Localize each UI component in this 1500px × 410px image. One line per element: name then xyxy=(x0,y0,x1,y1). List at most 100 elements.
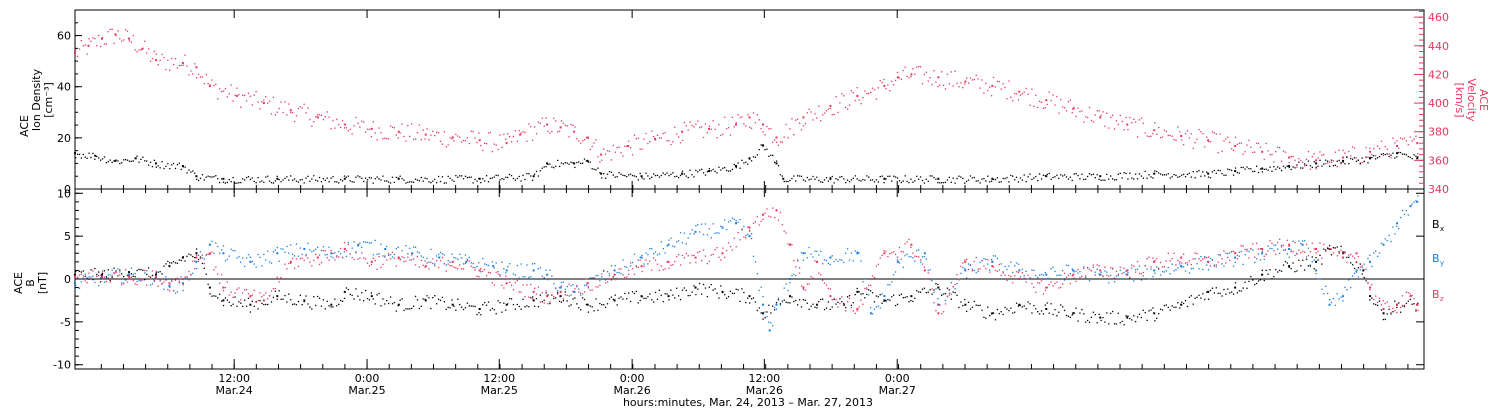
by-scatter-dot xyxy=(1204,256,1206,258)
bx-scatter-dot xyxy=(1148,310,1150,312)
bx-scatter-dot xyxy=(833,298,835,300)
bz-scatter-dot xyxy=(386,259,388,261)
ion-density-scatter-dot xyxy=(357,175,359,177)
ion-density-scatter-dot xyxy=(825,177,828,179)
velocity-scatter-dot xyxy=(873,89,876,91)
by-scatter-dot xyxy=(288,252,290,254)
ion-density-scatter-dot xyxy=(1282,165,1285,167)
bx-scatter-dot xyxy=(612,298,614,301)
density-tick-label-60: 60 xyxy=(57,30,71,43)
ion-density-scatter-dot xyxy=(128,160,131,162)
ion-density-scatter-dot xyxy=(1038,173,1041,175)
bz-scatter-dot xyxy=(1038,282,1041,284)
ion-density-scatter-dot xyxy=(265,176,267,178)
by-scatter-dot xyxy=(343,251,346,253)
by-scatter-dot xyxy=(1273,244,1275,246)
velocity-scatter-dot xyxy=(497,148,499,151)
bx-scatter-dot xyxy=(752,297,755,299)
velocity-scatter-dot xyxy=(758,119,760,121)
by-scatter-dot xyxy=(916,250,918,252)
ion-density-scatter-dot xyxy=(1319,159,1321,162)
bx-scatter-dot xyxy=(775,302,778,304)
bx-scatter-dot xyxy=(958,306,960,309)
velocity-scatter-dot xyxy=(798,122,801,124)
by-scatter-dot xyxy=(366,241,369,243)
bx-scatter-dot xyxy=(772,305,774,307)
by-scatter-dot xyxy=(1133,280,1135,282)
by-scatter-dot xyxy=(472,262,474,265)
velocity-scatter-dot xyxy=(603,148,605,150)
by-scatter-dot xyxy=(537,268,540,270)
bz-scatter-dot xyxy=(716,247,718,249)
velocity-point-39 xyxy=(896,76,899,79)
ion-density-point-21 xyxy=(748,157,751,160)
bx-scatter-dot xyxy=(1106,312,1108,314)
velocity-point-49 xyxy=(1153,129,1156,132)
bx-scatter-dot xyxy=(1042,313,1045,315)
by-scatter-dot xyxy=(1382,243,1384,245)
bz-scatter-dot xyxy=(1350,253,1352,256)
by-scatter-dot xyxy=(1198,268,1200,270)
by-scatter-dot xyxy=(480,271,482,273)
velocity-scatter-dot xyxy=(881,81,883,84)
bx-scatter-dot xyxy=(843,302,845,305)
ion-density-scatter-dot xyxy=(1110,175,1112,177)
bz-scatter-dot xyxy=(549,301,551,303)
legend-bz-subscript: z xyxy=(1440,295,1444,303)
bz-scatter-dot xyxy=(989,271,991,273)
ion-density-scatter-dot xyxy=(964,182,966,184)
velocity-scatter-dot xyxy=(591,145,593,148)
bx-scatter-dot xyxy=(1115,323,1118,325)
bz-scatter-dot xyxy=(1398,302,1400,305)
ion-density-scatter-dot xyxy=(1173,173,1175,176)
bx-scatter-dot xyxy=(1250,275,1252,278)
bx-scatter-dot xyxy=(735,288,737,290)
bz-scatter-dot xyxy=(562,298,565,300)
ion-density-scatter-dot xyxy=(445,182,447,184)
bx-scatter-dot xyxy=(695,293,697,296)
by-scatter-dot xyxy=(78,287,81,289)
velocity-scatter-dot xyxy=(814,113,816,115)
ion-density-scatter-dot xyxy=(925,178,927,180)
ion-density-scatter-dot xyxy=(528,172,530,175)
bx-scatter-dot xyxy=(418,307,421,310)
bz-scatter-dot xyxy=(631,267,634,270)
ion-density-scatter-dot xyxy=(750,160,753,162)
bz-scatter-dot xyxy=(931,288,933,290)
by-scatter-dot xyxy=(862,281,864,283)
velocity-scatter-dot xyxy=(555,120,557,122)
bz-scatter-dot xyxy=(1411,294,1413,297)
bz-scatter-dot xyxy=(906,241,908,243)
bz-scatter-dot xyxy=(960,265,962,267)
bz-scatter-dot xyxy=(927,272,929,274)
bx-scatter-dot xyxy=(88,278,90,280)
ion-density-scatter-dot xyxy=(1073,173,1075,175)
bx-scatter-dot xyxy=(457,298,459,300)
by-scatter-dot xyxy=(1217,253,1219,256)
velocity-scatter-dot xyxy=(912,68,914,70)
velocity-scatter-dot xyxy=(910,76,912,78)
velocity-scatter-dot xyxy=(432,130,434,133)
ion-density-scatter-dot xyxy=(1332,165,1335,167)
by-scatter-dot xyxy=(1050,268,1052,270)
velocity-scatter-dot xyxy=(543,125,545,127)
ion-density-point-36 xyxy=(1315,162,1318,165)
ion-density-scatter-dot xyxy=(604,177,607,179)
bz-scatter-dot xyxy=(508,281,511,284)
bx-scatter-dot xyxy=(1232,293,1235,295)
ion-density-scatter-dot xyxy=(622,174,624,177)
bz-scatter-dot xyxy=(124,269,127,271)
ion-density-scatter-dot xyxy=(883,182,885,184)
bx-scatter-dot xyxy=(1044,304,1047,306)
velocity-scatter-dot xyxy=(628,140,630,142)
velocity-scatter-dot xyxy=(581,140,584,142)
ion-density-scatter-dot xyxy=(1401,153,1404,155)
ion-density-scatter-dot xyxy=(1238,172,1240,174)
bx-scatter-dot xyxy=(998,312,1000,315)
bz-scatter-dot xyxy=(793,259,795,262)
by-scatter-dot xyxy=(1000,263,1002,265)
bz-scatter-dot xyxy=(86,281,88,284)
ion-density-scatter-dot xyxy=(775,160,778,162)
velocity-scatter-dot xyxy=(1265,142,1267,145)
by-scatter-dot xyxy=(1288,256,1290,258)
